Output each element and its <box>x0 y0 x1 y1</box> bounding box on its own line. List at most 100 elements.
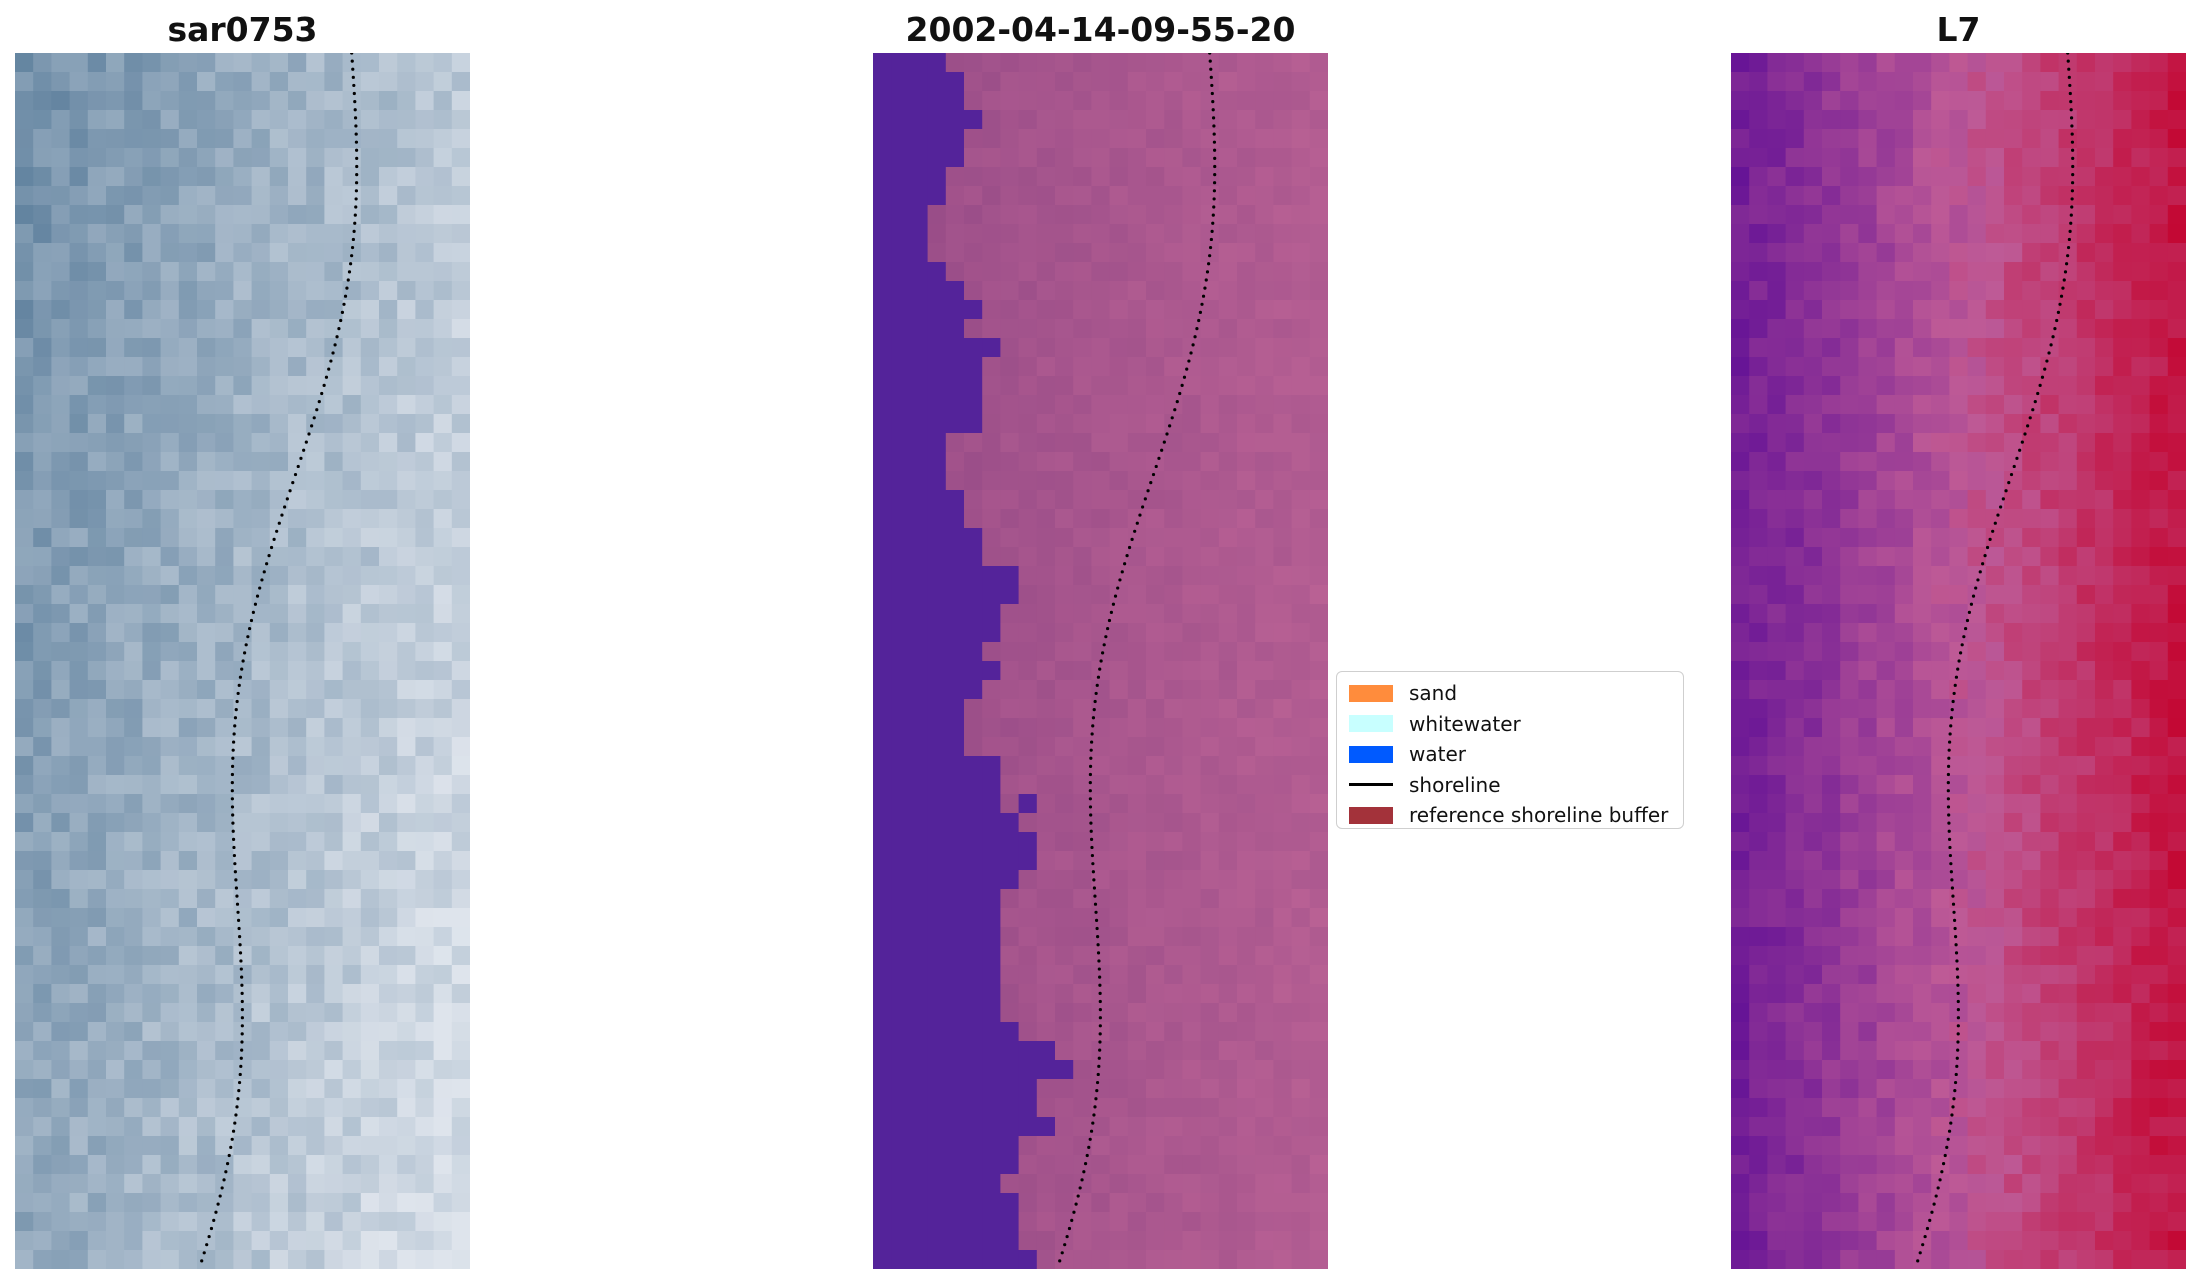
pixel-cell <box>1785 623 1805 643</box>
pixel-cell <box>69 53 89 73</box>
pixel-cell <box>1749 927 1768 947</box>
pixel-cell <box>51 1079 71 1099</box>
pixel-cell <box>1840 965 1859 985</box>
pixel-cell <box>964 1231 983 1251</box>
pixel-cell <box>891 205 910 225</box>
pixel-cell <box>87 433 107 453</box>
pixel-cell <box>1164 984 1183 1004</box>
pixel-cell <box>1822 395 1841 415</box>
pixel-cell <box>1291 53 1311 73</box>
pixel-cell <box>233 965 253 985</box>
pixel-cell <box>1931 965 1950 985</box>
pixel-cell <box>1749 794 1768 814</box>
pixel-cell <box>233 53 253 73</box>
pixel-cell <box>324 395 344 415</box>
pixel-cell <box>2022 680 2041 700</box>
pixel-cell <box>1309 680 1328 700</box>
pixel-cell <box>106 642 125 662</box>
pixel-cell <box>1055 262 1074 282</box>
pixel-cell <box>1858 1174 1878 1194</box>
pixel-cell <box>1000 1003 1020 1023</box>
pixel-cell <box>1218 832 1238 852</box>
pixel-cell <box>909 1174 929 1194</box>
pixel-cell <box>251 813 271 833</box>
pixel-cell <box>142 243 162 263</box>
pixel-cell <box>1822 319 1841 339</box>
pixel-cell <box>2022 547 2041 567</box>
pixel-cell <box>982 585 1001 605</box>
pixel-cell <box>1894 794 1914 814</box>
pixel-cell <box>397 53 416 73</box>
pixel-cell <box>433 794 453 814</box>
pixel-cell <box>1164 1193 1183 1213</box>
pixel-cell <box>1985 357 2005 377</box>
pixel-cell <box>2040 946 2060 966</box>
shoreline-point <box>230 781 234 785</box>
pixel-cell <box>2040 927 2060 947</box>
pixel-cell <box>927 53 947 73</box>
shoreline-point <box>234 708 238 712</box>
pixel-cell <box>1309 699 1328 719</box>
pixel-cell <box>1273 148 1293 168</box>
pixel-cell <box>1255 1250 1274 1269</box>
pixel-cell <box>2040 566 2060 586</box>
pixel-cell <box>1200 1174 1220 1194</box>
pixel-cell <box>1840 129 1859 149</box>
pixel-cell <box>2149 1003 2169 1023</box>
pixel-cell <box>306 471 325 491</box>
pixel-cell <box>15 509 34 529</box>
pixel-cell <box>2040 737 2060 757</box>
pixel-cell <box>873 490 892 510</box>
pixel-cell <box>1255 91 1274 111</box>
shoreline-point <box>220 1186 224 1190</box>
pixel-cell <box>982 908 1001 928</box>
pixel-cell <box>1949 433 1969 453</box>
pixel-cell <box>269 1079 289 1099</box>
pixel-cell <box>1785 319 1805 339</box>
pixel-cell <box>415 1250 435 1269</box>
pixel-cell <box>1894 357 1914 377</box>
pixel-cell <box>1840 756 1859 776</box>
pixel-cell <box>1018 281 1038 301</box>
pixel-cell <box>873 224 892 244</box>
pixel-cell <box>1291 129 1311 149</box>
pixel-cell <box>891 1117 910 1137</box>
pixel-cell <box>160 623 180 643</box>
pixel-cell <box>1985 1022 2005 1042</box>
pixel-cell <box>1840 1174 1859 1194</box>
pixel-cell <box>1967 72 1987 92</box>
pixel-cell <box>1876 1022 1896 1042</box>
pixel-cell <box>306 718 325 738</box>
pixel-cell <box>873 53 892 73</box>
shoreline-point <box>1090 853 1095 858</box>
pixel-cell <box>1109 338 1129 358</box>
shoreline-point <box>299 456 303 460</box>
pixel-cell <box>1876 832 1896 852</box>
pixel-cell <box>982 129 1001 149</box>
pixel-cell <box>306 1098 325 1118</box>
pixel-cell <box>451 528 470 548</box>
pixel-cell <box>451 281 470 301</box>
pixel-cell <box>873 1079 892 1099</box>
pixel-cell <box>215 338 234 358</box>
pixel-cell <box>1073 965 1092 985</box>
pixel-cell <box>1894 319 1914 339</box>
pixel-cell <box>1000 167 1020 187</box>
shoreline-point <box>343 294 348 298</box>
pixel-cell <box>891 148 910 168</box>
pixel-cell <box>415 984 435 1004</box>
pixel-cell <box>1255 1003 1274 1023</box>
pixel-cell <box>124 53 143 73</box>
pixel-cell <box>2076 148 2096 168</box>
pixel-cell <box>415 699 435 719</box>
pixel-cell <box>87 889 107 909</box>
pixel-cell <box>1036 205 1056 225</box>
pixel-cell <box>69 414 89 434</box>
pixel-cell <box>891 604 910 624</box>
pixel-cell <box>1109 167 1129 187</box>
pixel-cell <box>288 946 307 966</box>
pixel-cell <box>87 205 107 225</box>
pixel-cell <box>2167 1022 2186 1042</box>
pixel-cell <box>397 699 416 719</box>
pixel-cell <box>1949 1060 1969 1080</box>
